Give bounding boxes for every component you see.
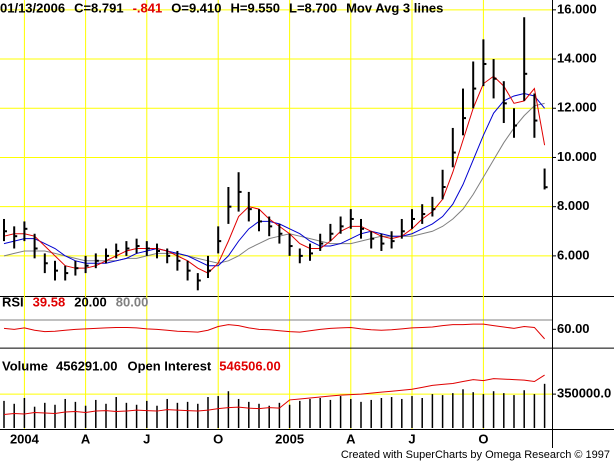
rsi-line bbox=[3, 323, 545, 340]
x-tick-label: 2004 bbox=[10, 431, 40, 446]
legend-level: 80.00 bbox=[116, 294, 149, 309]
legend-value: 39.58 bbox=[33, 294, 66, 309]
header-item: Mov Avg 3 lines bbox=[346, 0, 443, 15]
x-tick-label: A bbox=[346, 431, 356, 446]
y-tick-label: 12.000 bbox=[557, 100, 597, 115]
y-tick-label: 8.000 bbox=[557, 198, 590, 213]
y-tick-label: 16.000 bbox=[557, 1, 597, 16]
x-tick-label: 2005 bbox=[275, 431, 304, 446]
y-tick-label: 6.000 bbox=[557, 247, 590, 262]
y-tick-label: 14.000 bbox=[557, 50, 597, 65]
x-tick-label: J bbox=[143, 431, 150, 446]
header-item: H=9.550 bbox=[230, 0, 280, 15]
header-item: L=8.700 bbox=[289, 0, 337, 15]
legend-level: 20.00 bbox=[74, 294, 107, 309]
legend-title: RSI bbox=[2, 294, 24, 309]
legend-name: Open Interest bbox=[127, 358, 211, 373]
legend-value: 546506.00 bbox=[219, 358, 280, 373]
footer: Created with SuperCharts by Omega Resear… bbox=[341, 449, 610, 461]
open-interest-line bbox=[3, 374, 545, 415]
y-tick-label: 10.000 bbox=[557, 149, 597, 164]
header-item: -.841 bbox=[133, 0, 163, 15]
moving-average-line bbox=[3, 75, 546, 274]
x-tick-label: A bbox=[81, 431, 91, 446]
moving-average-line bbox=[3, 102, 545, 264]
x-tick-label: O bbox=[478, 431, 488, 446]
y-tick-label: 350000.0 bbox=[557, 386, 611, 401]
legend-value: 456291.00 bbox=[56, 358, 117, 373]
x-tick-label: O bbox=[213, 431, 223, 446]
x-tick-label: J bbox=[408, 431, 415, 446]
y-tick-label: 60.00 bbox=[557, 321, 590, 336]
header-item: 01/13/2006 bbox=[0, 0, 65, 15]
header-item: C=8.791 bbox=[74, 0, 124, 15]
header-item: O=9.410 bbox=[171, 0, 221, 15]
legend-name: Volume bbox=[2, 358, 48, 373]
